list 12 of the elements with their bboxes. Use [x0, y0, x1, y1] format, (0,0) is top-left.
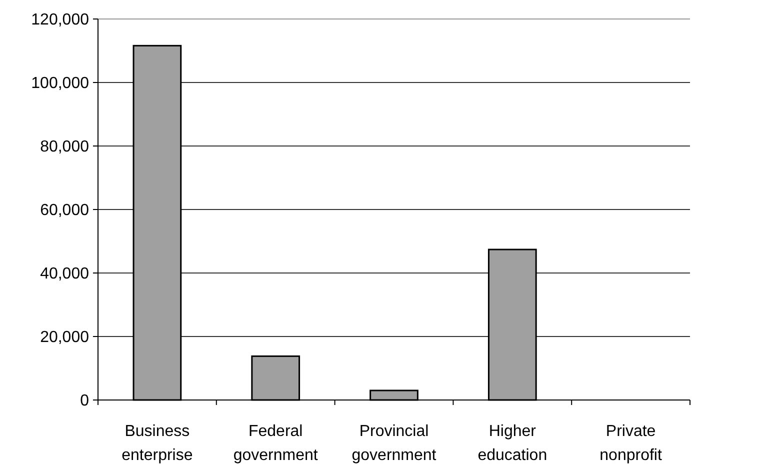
- x-tick-label: Business enterprise: [122, 423, 193, 464]
- y-tick-label: 40,000: [40, 266, 90, 283]
- x-tick-label: Federal government: [233, 423, 318, 464]
- x-tick-label: Provincial government: [352, 423, 437, 464]
- y-tick-label: 20,000: [40, 329, 90, 346]
- y-tick-label: 120,000: [31, 12, 90, 29]
- x-tick-label: Higher education: [478, 423, 548, 464]
- y-tick-label: 80,000: [40, 138, 90, 156]
- y-tick-label: 0: [80, 392, 90, 410]
- y-tick-label: 60,000: [40, 202, 90, 220]
- y-tick-label: 100,000: [31, 75, 90, 92]
- x-tick-label: Private nonprofit: [600, 423, 662, 464]
